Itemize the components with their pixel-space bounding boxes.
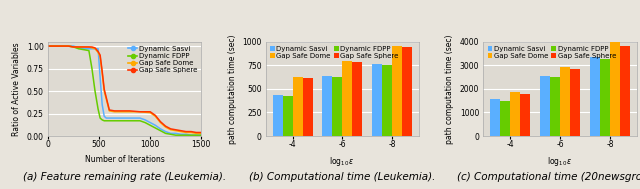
Bar xyxy=(283,96,292,136)
X-axis label: $\mathrm{log}_{10}\,\epsilon$: $\mathrm{log}_{10}\,\epsilon$ xyxy=(547,155,573,168)
Bar xyxy=(303,78,312,136)
Bar xyxy=(620,46,630,136)
Bar xyxy=(372,64,382,136)
Bar xyxy=(600,59,610,136)
Bar xyxy=(560,67,570,136)
Y-axis label: Ratio of Active Variables: Ratio of Active Variables xyxy=(12,42,21,136)
X-axis label: $\mathrm{log}_{10}\,\epsilon$: $\mathrm{log}_{10}\,\epsilon$ xyxy=(330,155,355,168)
Legend: Dynamic Sasvi, Gap Safe Dome, Dynamic FDPP, Gap Safe Sphere: Dynamic Sasvi, Gap Safe Dome, Dynamic FD… xyxy=(269,45,399,60)
Bar xyxy=(540,76,550,136)
Text: (c) Computational time (20newsgroup).: (c) Computational time (20newsgroup). xyxy=(458,172,640,182)
Bar xyxy=(520,94,531,136)
Bar xyxy=(490,99,500,136)
Bar xyxy=(510,92,520,136)
Bar xyxy=(332,77,342,136)
Bar xyxy=(392,46,402,136)
Legend: Dynamic Sasvi, Dynamic FDPP, Gap Safe Dome, Gap Safe Sphere: Dynamic Sasvi, Dynamic FDPP, Gap Safe Do… xyxy=(128,45,198,74)
Bar xyxy=(353,62,362,136)
Bar xyxy=(342,61,353,136)
Bar xyxy=(273,95,283,136)
Bar xyxy=(500,101,510,136)
Y-axis label: path computation time (sec): path computation time (sec) xyxy=(228,34,237,144)
Text: (b) Computational time (Leukemia).: (b) Computational time (Leukemia). xyxy=(249,172,436,182)
Bar xyxy=(292,77,303,136)
Bar xyxy=(550,77,560,136)
Bar xyxy=(610,42,620,136)
X-axis label: Number of Iterations: Number of Iterations xyxy=(84,155,164,164)
Legend: Dynamic Sasvi, Gap Safe Dome, Dynamic FDPP, Gap Safe Sphere: Dynamic Sasvi, Gap Safe Dome, Dynamic FD… xyxy=(487,45,617,60)
Bar xyxy=(570,69,580,136)
Bar xyxy=(590,57,600,136)
Y-axis label: path computation time (sec): path computation time (sec) xyxy=(445,34,454,144)
Text: (a) Feature remaining rate (Leukemia).: (a) Feature remaining rate (Leukemia). xyxy=(23,172,226,182)
Bar xyxy=(382,65,392,136)
Bar xyxy=(323,76,332,136)
Bar xyxy=(402,47,412,136)
